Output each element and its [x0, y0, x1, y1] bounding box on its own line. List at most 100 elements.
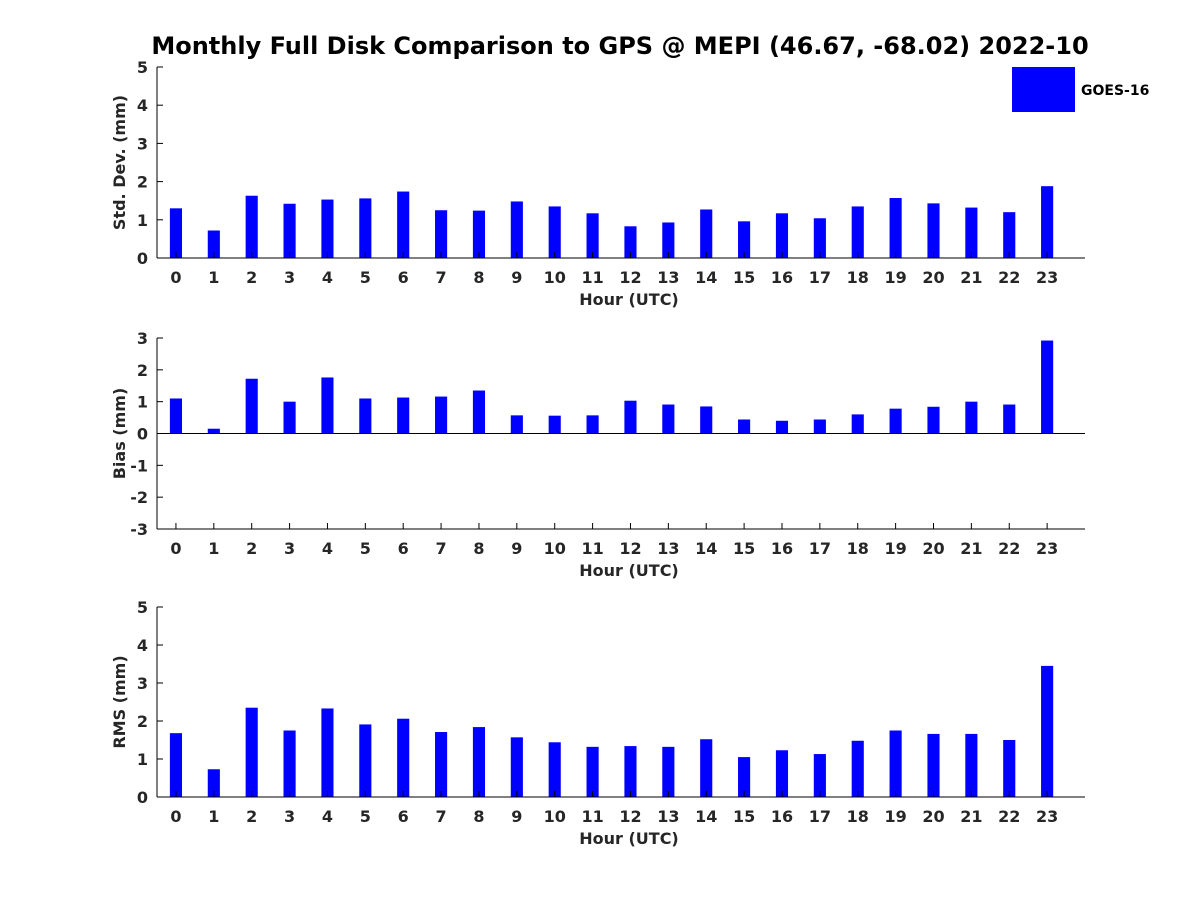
bar-3-11 — [586, 746, 599, 797]
bar-3-15 — [738, 757, 751, 797]
bar-3-2 — [245, 707, 258, 797]
bar-3-8 — [472, 727, 486, 797]
x-axis-label-3: Hour (UTC) — [579, 829, 679, 848]
x-axis-label-2: Hour (UTC) — [579, 561, 679, 580]
x-tick-label-1-15: 15 — [733, 268, 755, 287]
bar-3-10 — [548, 742, 561, 797]
bar-1-13 — [662, 222, 675, 258]
legend-label: GOES-16 — [1081, 83, 1149, 99]
x-tick-label-3-8: 8 — [473, 807, 484, 826]
chart-title: Monthly Full Disk Comparison to GPS @ ME… — [151, 32, 1088, 60]
x-tick-label-1-7: 7 — [436, 268, 447, 287]
x-tick-label-2-7: 7 — [436, 539, 447, 558]
x-tick-label-3-15: 15 — [733, 807, 755, 826]
x-tick-label-3-1: 1 — [208, 807, 219, 826]
bar-2-13 — [662, 404, 675, 434]
x-tick-label-1-23: 23 — [1036, 268, 1058, 287]
bar-3-23 — [1041, 665, 1054, 797]
y-tick-label-2--1: -1 — [130, 456, 148, 475]
bar-1-12 — [624, 226, 637, 258]
x-tick-label-3-3: 3 — [284, 807, 295, 826]
y-tick-label-2-2: 2 — [137, 361, 148, 380]
bar-2-8 — [472, 390, 486, 434]
x-tick-label-1-17: 17 — [809, 268, 831, 287]
x-tick-label-1-8: 8 — [473, 268, 484, 287]
bar-1-15 — [738, 221, 751, 258]
x-tick-label-3-17: 17 — [809, 807, 831, 826]
bar-1-16 — [775, 213, 789, 258]
x-tick-label-3-13: 13 — [657, 807, 679, 826]
bar-2-18 — [851, 414, 864, 434]
x-tick-label-3-20: 20 — [922, 807, 944, 826]
bar-1-20 — [927, 203, 940, 258]
x-tick-label-3-16: 16 — [771, 807, 793, 826]
x-tick-label-2-15: 15 — [733, 539, 755, 558]
x-tick-label-2-5: 5 — [360, 539, 371, 558]
bar-2-5 — [359, 398, 372, 434]
bar-1-5 — [359, 198, 372, 258]
bar-1-11 — [586, 213, 599, 258]
y-tick-label-1-4: 4 — [137, 96, 148, 115]
bar-1-19 — [889, 198, 902, 258]
bar-1-4 — [321, 199, 334, 258]
bar-1-21 — [965, 207, 978, 258]
x-tick-label-1-0: 0 — [170, 268, 181, 287]
bar-1-10 — [548, 206, 561, 258]
bar-2-23 — [1041, 340, 1054, 434]
x-tick-label-3-6: 6 — [398, 807, 409, 826]
bar-3-7 — [435, 732, 448, 797]
bar-2-22 — [1003, 404, 1016, 434]
bar-3-14 — [700, 739, 713, 797]
bar-3-3 — [283, 730, 296, 797]
bar-1-0 — [169, 208, 182, 258]
bar-3-22 — [1003, 740, 1016, 797]
x-axis-label-1: Hour (UTC) — [579, 290, 679, 309]
x-tick-label-2-19: 19 — [884, 539, 906, 558]
bar-3-20 — [927, 733, 940, 797]
x-tick-label-2-3: 3 — [284, 539, 295, 558]
bar-3-21 — [965, 733, 978, 797]
bar-3-4 — [321, 708, 334, 797]
bar-2-15 — [738, 419, 751, 434]
bar-2-2 — [245, 378, 258, 434]
x-tick-label-1-19: 19 — [884, 268, 906, 287]
bar-2-20 — [927, 406, 940, 434]
y-tick-label-3-2: 2 — [137, 712, 148, 731]
y-tick-label-1-0: 0 — [137, 249, 148, 268]
x-tick-label-1-18: 18 — [847, 268, 869, 287]
x-tick-label-1-11: 11 — [581, 268, 603, 287]
y-axis-label-3: RMS (mm) — [110, 655, 129, 748]
x-tick-label-2-23: 23 — [1036, 539, 1058, 558]
bar-1-7 — [435, 210, 448, 258]
y-tick-label-1-5: 5 — [137, 58, 148, 77]
bar-2-1 — [207, 428, 220, 434]
bar-3-13 — [662, 746, 675, 797]
bar-3-9 — [510, 737, 523, 797]
x-tick-label-2-1: 1 — [208, 539, 219, 558]
bar-2-3 — [283, 401, 296, 434]
bar-1-2 — [245, 195, 258, 258]
x-tick-label-3-0: 0 — [170, 807, 181, 826]
x-tick-label-1-1: 1 — [208, 268, 219, 287]
x-tick-label-3-7: 7 — [436, 807, 447, 826]
bar-3-5 — [359, 724, 372, 797]
x-tick-label-1-13: 13 — [657, 268, 679, 287]
y-tick-label-3-0: 0 — [137, 788, 148, 807]
bar-1-14 — [700, 209, 713, 258]
bar-1-9 — [510, 201, 523, 258]
x-tick-label-3-4: 4 — [322, 807, 333, 826]
x-tick-label-2-22: 22 — [998, 539, 1020, 558]
bar-3-19 — [889, 730, 902, 797]
y-tick-label-1-1: 1 — [137, 211, 148, 230]
bar-2-7 — [435, 396, 448, 434]
bar-3-16 — [775, 750, 789, 797]
y-tick-label-3-5: 5 — [137, 598, 148, 617]
y-tick-label-2--3: -3 — [130, 520, 148, 539]
bar-2-14 — [700, 406, 713, 434]
x-tick-label-1-20: 20 — [922, 268, 944, 287]
x-tick-label-3-22: 22 — [998, 807, 1020, 826]
x-tick-label-2-12: 12 — [619, 539, 641, 558]
